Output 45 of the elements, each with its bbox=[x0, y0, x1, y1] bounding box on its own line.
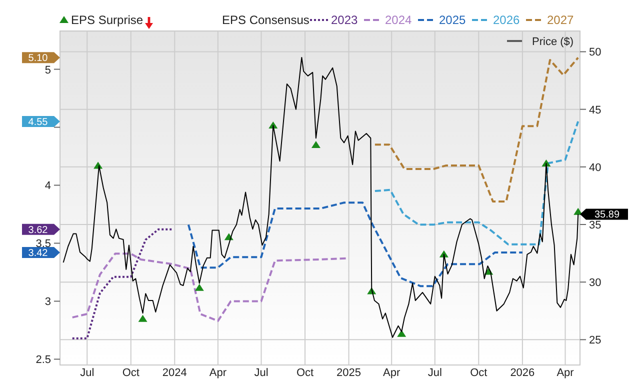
y-tick-label: 3.62 bbox=[28, 224, 48, 236]
y2-tick-label: 50 bbox=[589, 46, 602, 59]
x-tick-label: Apr bbox=[383, 367, 400, 379]
y-tick-label: 2.5 bbox=[36, 354, 51, 366]
x-tick-label: Jul bbox=[254, 367, 268, 379]
point bbox=[138, 314, 148, 322]
legend-title: EPS Consensus bbox=[222, 13, 310, 27]
x-tick-label: 2025 bbox=[336, 367, 362, 379]
x-tick-label: Oct bbox=[296, 367, 314, 379]
y2-tick-label: 30 bbox=[589, 277, 602, 290]
y-tick-label: 4.55 bbox=[28, 116, 48, 128]
line-series bbox=[187, 202, 524, 288]
y-tick-label: 3 bbox=[44, 296, 51, 308]
legend-label: EPS Surprise bbox=[71, 13, 144, 27]
line-series bbox=[374, 120, 580, 246]
legend-label: 2026 bbox=[493, 13, 520, 27]
x-tick-label: Jul bbox=[80, 367, 94, 379]
point bbox=[397, 330, 406, 337]
y-tick-label: 5.10 bbox=[28, 53, 48, 64]
y2-tick-label: 25 bbox=[589, 334, 602, 347]
x-tick-label: Apr bbox=[209, 367, 227, 379]
y-tick-label: 3.5 bbox=[36, 238, 51, 250]
y2-tick-label: 45 bbox=[589, 104, 602, 116]
data-label: 35.89 bbox=[594, 210, 620, 221]
legend-label: 2023 bbox=[331, 13, 358, 27]
x-tick-label: Oct bbox=[122, 367, 140, 379]
line-series bbox=[71, 228, 174, 340]
y-tick-label: 3.42 bbox=[28, 248, 48, 260]
x-tick-label: Jul bbox=[428, 367, 442, 379]
line-series bbox=[374, 56, 580, 202]
x-tick-label: 2026 bbox=[510, 367, 535, 379]
legend-label: 2027 bbox=[547, 13, 574, 27]
legend-label: 2025 bbox=[439, 13, 466, 27]
point bbox=[194, 284, 204, 291]
x-tick-label: Apr bbox=[556, 367, 574, 379]
x-tick-label: Oct bbox=[470, 367, 488, 379]
legend-label: 2024 bbox=[385, 13, 412, 27]
x-tick-label: 2024 bbox=[162, 367, 187, 379]
y2-tick-label: 35 bbox=[589, 219, 602, 232]
line-series bbox=[71, 252, 349, 322]
y-tick-label: 5 bbox=[44, 64, 51, 76]
y2-tick-label: 40 bbox=[589, 162, 602, 174]
legend-label: Price ($) bbox=[532, 36, 574, 48]
y-tick-label: 4 bbox=[44, 180, 51, 192]
point bbox=[311, 141, 320, 148]
